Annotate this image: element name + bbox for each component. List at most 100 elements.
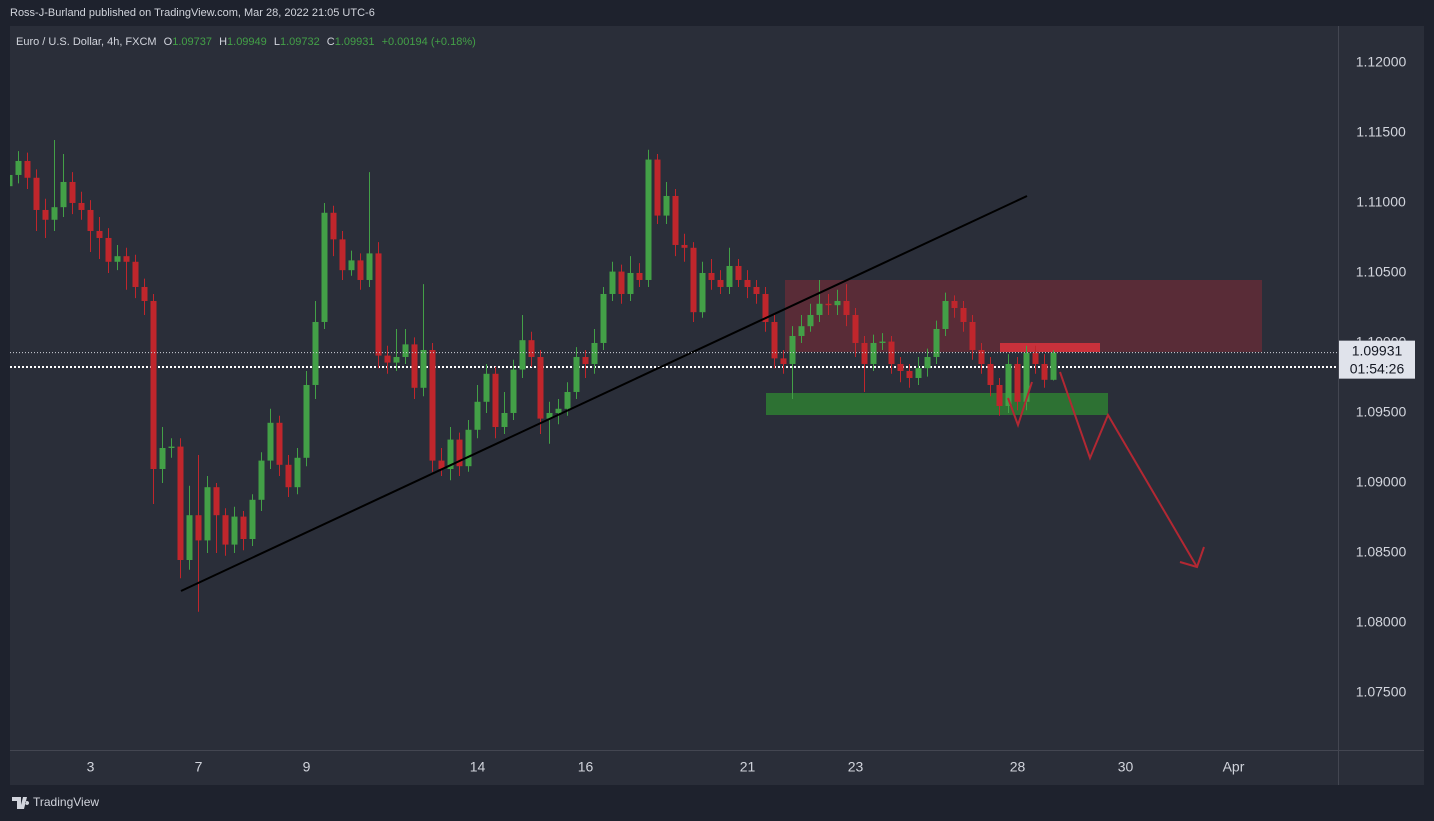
- candle-body: [195, 515, 202, 541]
- symbol: Euro / U.S. Dollar, 4h, FXCM: [16, 36, 157, 48]
- candle-body: [105, 237, 112, 262]
- candle-body: [420, 349, 427, 388]
- last-price-box: [1339, 340, 1415, 379]
- candle-body: [987, 363, 994, 385]
- candle-body: [636, 272, 643, 280]
- ohlc-value: 1.09949: [227, 36, 267, 48]
- x-tick-label: 21: [740, 759, 756, 775]
- candle-body: [366, 253, 373, 280]
- candle-body: [33, 177, 40, 210]
- candle-body: [834, 300, 841, 306]
- candle-body: [609, 271, 616, 294]
- candle-body: [114, 256, 121, 262]
- path-drawing: [1007, 381, 1033, 429]
- y-tick-label: 1.09500: [1356, 404, 1407, 420]
- candle-body: [15, 160, 22, 175]
- candle-body: [447, 439, 454, 469]
- candle-body: [276, 422, 283, 465]
- forecast-arrow: [1059, 371, 1198, 568]
- candle-body: [42, 209, 49, 220]
- candle-body: [348, 260, 355, 271]
- candle-body: [672, 195, 679, 245]
- candle-body: [1014, 363, 1021, 402]
- candle-body: [123, 256, 130, 262]
- y-tick-label: 1.09000: [1356, 474, 1407, 490]
- candle-body: [744, 279, 751, 287]
- candle-body: [528, 340, 535, 357]
- ohlc-value: 1.09737: [172, 36, 212, 48]
- change: +0.00194 (+0.18%): [382, 36, 476, 48]
- candle-body: [915, 368, 922, 378]
- x-tick-label: 7: [195, 759, 203, 775]
- candle-body: [942, 300, 949, 329]
- candle-body: [501, 412, 508, 427]
- candle-body: [816, 303, 823, 315]
- last-price-label: 1.09931: [1352, 342, 1403, 358]
- legend: Euro / U.S. Dollar, 4h, FXCM O1.09737 H1…: [16, 36, 476, 48]
- candle-body: [60, 181, 67, 208]
- y-tick-label: 1.10500: [1356, 264, 1407, 280]
- candle-body: [726, 265, 733, 287]
- candle-body: [24, 160, 31, 178]
- candle-body: [285, 464, 292, 488]
- candle-body: [690, 247, 697, 313]
- candle-body: [294, 457, 301, 488]
- candle-body: [573, 356, 580, 392]
- candle-body: [591, 342, 598, 364]
- candle-body: [240, 516, 247, 540]
- candle-body: [753, 286, 760, 294]
- candle-body: [897, 363, 904, 371]
- candle-body: [600, 293, 607, 343]
- candle-body: [87, 209, 94, 231]
- logo: [12, 797, 30, 809]
- support-zone: [766, 393, 1108, 415]
- candle-body: [168, 446, 175, 448]
- candle-body: [69, 181, 76, 203]
- ohlc-value: 1.09732: [280, 36, 320, 48]
- candle-body: [960, 307, 967, 322]
- candle-body: [627, 272, 634, 294]
- candle-body: [510, 369, 517, 413]
- candle-body: [852, 314, 859, 343]
- candle-body: [141, 286, 148, 301]
- x-tick-label: 23: [848, 759, 864, 775]
- candle-body: [267, 422, 274, 461]
- candle-body: [1005, 363, 1012, 406]
- candle-body: [663, 195, 670, 216]
- candle-body: [204, 487, 211, 541]
- candle-body: [906, 370, 913, 378]
- candle-body: [870, 342, 877, 364]
- candle-body: [555, 408, 562, 413]
- candle-body: [708, 272, 715, 280]
- candle-body: [339, 239, 346, 271]
- candle-body: [771, 321, 778, 359]
- published-line: Ross-J-Burland published on TradingView.…: [10, 7, 375, 19]
- ohlc-label: O: [164, 36, 173, 48]
- countdown: 01:54:26: [1350, 360, 1405, 376]
- y-tick-label: 1.08000: [1356, 614, 1407, 630]
- candle-body: [132, 261, 139, 287]
- x-tick-label: 9: [303, 759, 311, 775]
- candle-body: [384, 355, 391, 363]
- candle-body: [375, 253, 382, 356]
- candle-body: [303, 384, 310, 458]
- candle-body: [186, 515, 193, 561]
- candle-body: [879, 341, 886, 343]
- candle-body: [150, 300, 157, 469]
- candle-body: [861, 342, 868, 364]
- candle-body: [519, 340, 526, 370]
- candle-body: [483, 373, 490, 402]
- x-tick-label: 30: [1118, 759, 1134, 775]
- candle-body: [357, 260, 364, 280]
- x-tick-label: 16: [578, 759, 594, 775]
- candle-body: [492, 373, 499, 427]
- candle-body: [933, 328, 940, 357]
- candle-body: [717, 279, 724, 287]
- ohlc-label: H: [219, 36, 227, 48]
- chart-panel: [10, 26, 1424, 785]
- candle-body: [681, 244, 688, 248]
- ohlc-label: L: [274, 36, 280, 48]
- y-tick-label: 1.11000: [1356, 194, 1406, 210]
- candle-body: [825, 303, 832, 306]
